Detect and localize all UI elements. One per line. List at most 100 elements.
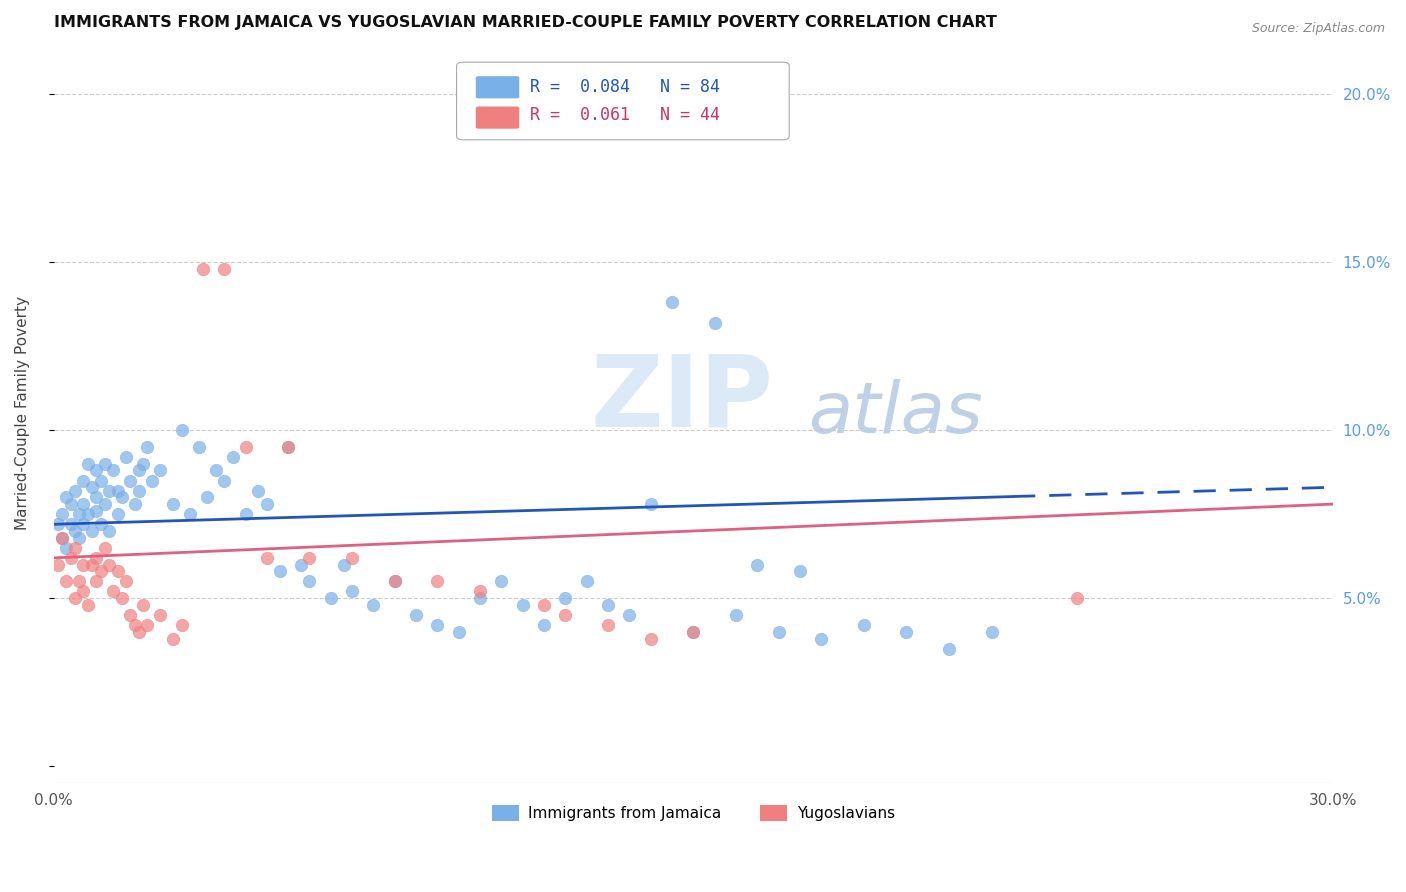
- FancyBboxPatch shape: [475, 76, 519, 98]
- Point: [204, 463, 226, 477]
- Text: IMMIGRANTS FROM JAMAICA VS YUGOSLAVIAN MARRIED-COUPLE FAMILY POVERTY CORRELATION: IMMIGRANTS FROM JAMAICA VS YUGOSLAVIAN M…: [53, 15, 997, 30]
- Point: [107, 564, 129, 578]
- Point: [59, 550, 82, 565]
- Point: [747, 558, 769, 572]
- Point: [55, 541, 77, 555]
- Point: [340, 584, 363, 599]
- Point: [256, 550, 278, 565]
- Point: [533, 598, 555, 612]
- Point: [132, 457, 155, 471]
- Point: [269, 564, 291, 578]
- Point: [120, 474, 142, 488]
- Point: [179, 507, 201, 521]
- Point: [98, 558, 121, 572]
- Point: [575, 574, 598, 589]
- Point: [512, 598, 534, 612]
- Point: [852, 618, 875, 632]
- Point: [63, 541, 86, 555]
- Point: [277, 440, 299, 454]
- Point: [640, 632, 662, 646]
- Point: [72, 584, 94, 599]
- Point: [384, 574, 406, 589]
- Point: [55, 491, 77, 505]
- Point: [84, 491, 107, 505]
- Point: [124, 618, 146, 632]
- Point: [405, 607, 427, 622]
- Point: [72, 474, 94, 488]
- Point: [235, 440, 257, 454]
- Point: [212, 474, 235, 488]
- Point: [468, 591, 491, 606]
- Point: [63, 483, 86, 498]
- Point: [72, 497, 94, 511]
- Point: [162, 632, 184, 646]
- Point: [682, 624, 704, 639]
- Point: [426, 618, 449, 632]
- Point: [640, 497, 662, 511]
- Point: [191, 261, 214, 276]
- Text: R =  0.061   N = 44: R = 0.061 N = 44: [530, 106, 720, 124]
- Point: [212, 261, 235, 276]
- Point: [128, 624, 150, 639]
- Point: [76, 598, 98, 612]
- Point: [111, 491, 134, 505]
- Point: [938, 641, 960, 656]
- Point: [1066, 591, 1088, 606]
- Point: [768, 624, 790, 639]
- Point: [187, 440, 209, 454]
- Point: [256, 497, 278, 511]
- Y-axis label: Married-Couple Family Poverty: Married-Couple Family Poverty: [15, 296, 30, 531]
- Text: Source: ZipAtlas.com: Source: ZipAtlas.com: [1251, 22, 1385, 36]
- Point: [298, 574, 321, 589]
- Point: [67, 531, 90, 545]
- Point: [235, 507, 257, 521]
- Point: [94, 541, 117, 555]
- Point: [533, 618, 555, 632]
- Point: [72, 558, 94, 572]
- Point: [170, 618, 193, 632]
- Point: [682, 624, 704, 639]
- Point: [51, 531, 73, 545]
- Point: [170, 423, 193, 437]
- Point: [363, 598, 385, 612]
- Point: [63, 591, 86, 606]
- Point: [290, 558, 312, 572]
- Point: [107, 483, 129, 498]
- Point: [76, 457, 98, 471]
- Point: [76, 507, 98, 521]
- Point: [661, 295, 683, 310]
- Point: [51, 507, 73, 521]
- Point: [340, 550, 363, 565]
- FancyBboxPatch shape: [475, 106, 519, 128]
- Point: [84, 574, 107, 589]
- Point: [554, 591, 576, 606]
- Point: [94, 457, 117, 471]
- Point: [89, 474, 111, 488]
- Point: [596, 618, 619, 632]
- Point: [103, 584, 125, 599]
- Point: [59, 517, 82, 532]
- Point: [619, 607, 641, 622]
- Point: [115, 574, 138, 589]
- Point: [80, 558, 103, 572]
- Point: [222, 450, 245, 464]
- Point: [115, 450, 138, 464]
- Point: [59, 497, 82, 511]
- Point: [136, 440, 159, 454]
- Point: [46, 558, 69, 572]
- Point: [128, 463, 150, 477]
- Point: [51, 531, 73, 545]
- Point: [277, 440, 299, 454]
- Point: [89, 517, 111, 532]
- Point: [84, 463, 107, 477]
- Point: [332, 558, 354, 572]
- Point: [124, 497, 146, 511]
- Point: [810, 632, 832, 646]
- Text: R =  0.084   N = 84: R = 0.084 N = 84: [530, 78, 720, 95]
- Point: [789, 564, 811, 578]
- Point: [136, 618, 159, 632]
- Point: [149, 607, 172, 622]
- Point: [447, 624, 470, 639]
- Point: [63, 524, 86, 538]
- Point: [132, 598, 155, 612]
